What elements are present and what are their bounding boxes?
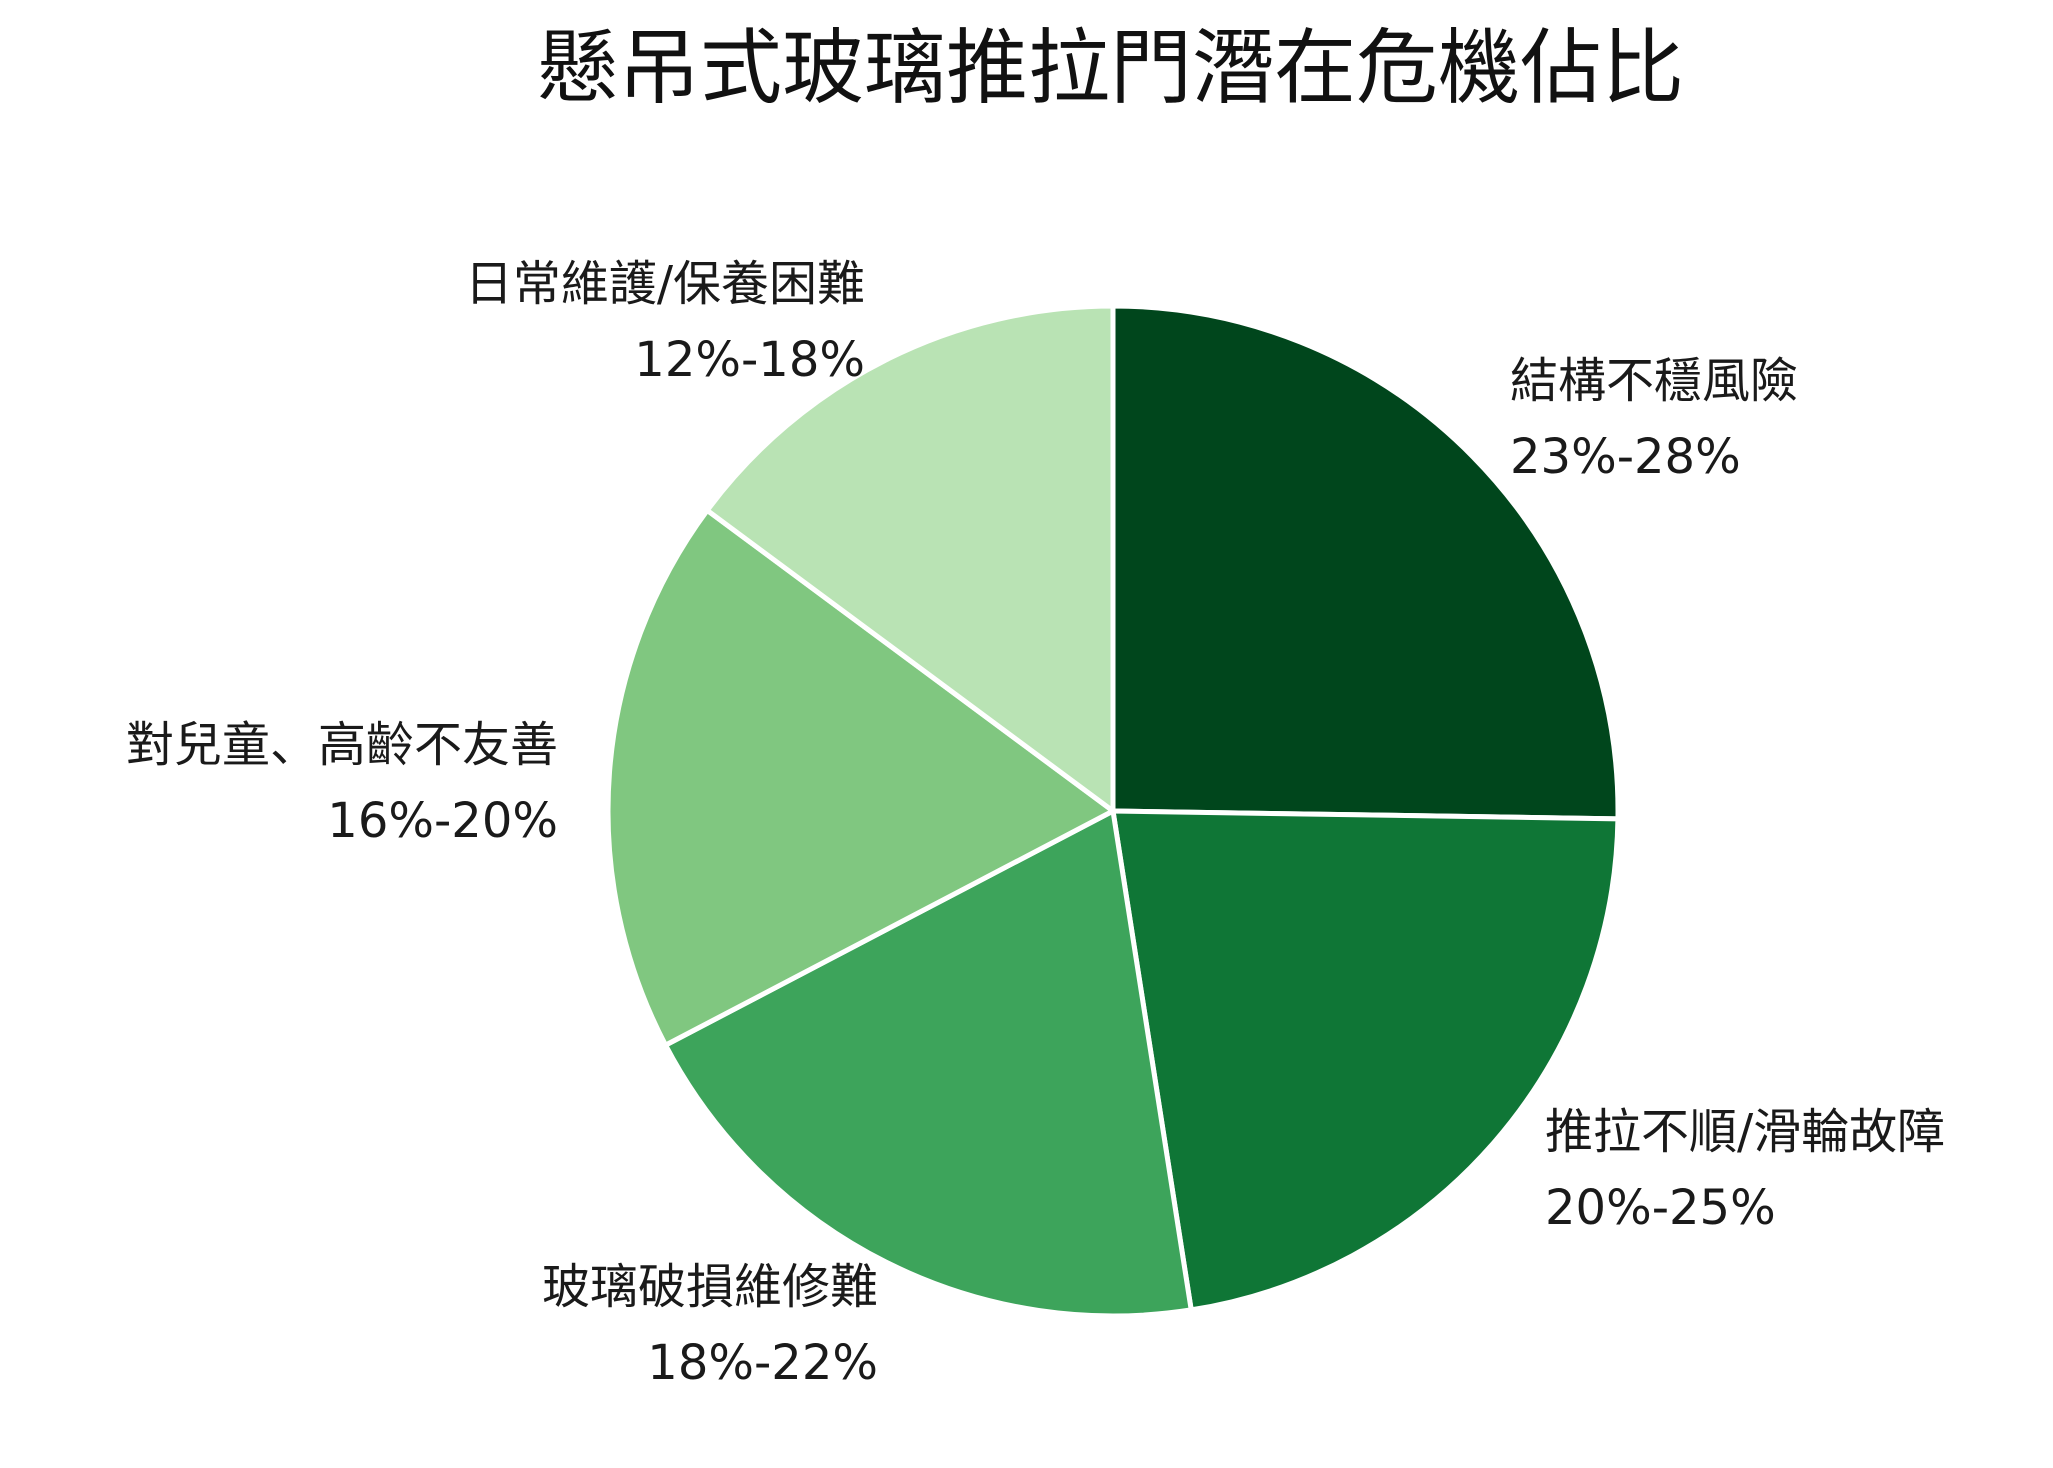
chart-title: 懸吊式玻璃推拉門潛在危機佔比 bbox=[536, 21, 1684, 116]
pie-slice-2 bbox=[1110, 808, 1621, 1313]
slice-value-2: 20%-25% bbox=[1545, 1180, 1776, 1236]
pie-slice-1 bbox=[1110, 303, 1621, 822]
slice-label-2: 推拉不順/滑輪故障 bbox=[1545, 1104, 1945, 1160]
pie-slice-3 bbox=[663, 808, 1194, 1319]
slice-label-1: 結構不穩風險 bbox=[1510, 353, 1798, 409]
pie-labels: 結構不穩風險 23%-28% 推拉不順/滑輪故障 20%-25% 玻璃破損維修難 18%-… bbox=[126, 256, 1945, 1391]
pie-slices bbox=[605, 303, 1621, 1319]
slice-value-4: 16%-20% bbox=[327, 793, 558, 849]
slice-label-3: 玻璃破損維修難 bbox=[542, 1259, 878, 1315]
slice-value-3: 18%-22% bbox=[647, 1335, 878, 1391]
slice-value-5: 12%-18% bbox=[634, 332, 865, 388]
slice-label-4: 對兒童、高齡不友善 bbox=[126, 717, 558, 773]
slice-value-1: 23%-28% bbox=[1510, 429, 1741, 485]
pie-slice-4 bbox=[605, 507, 1116, 1048]
pie-slice-5 bbox=[704, 303, 1116, 814]
slice-label-5: 日常維護/保養困難 bbox=[465, 256, 865, 312]
